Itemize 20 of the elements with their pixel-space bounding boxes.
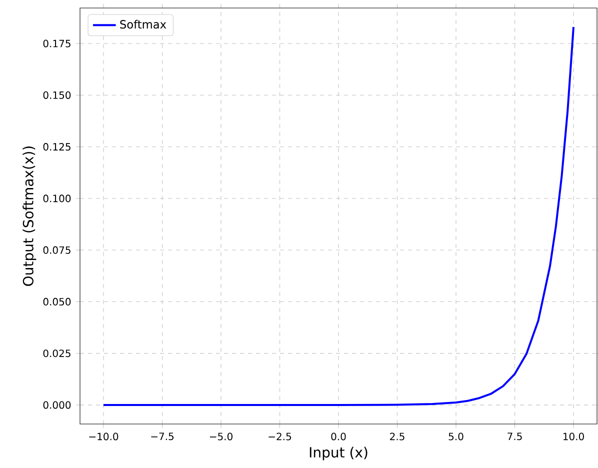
legend-label: Softmax [120,20,166,29]
x-axis-title: Input (x) [310,446,368,460]
x-tick-label: −5.0 [210,432,232,440]
x-tick-label: 7.5 [508,432,522,440]
y-tick-label: 0.125 [43,143,70,151]
y-tick-label: 0.100 [43,194,71,202]
x-tick-label: 10.0 [563,432,584,440]
y-tick-label: 0.050 [43,298,71,306]
x-tick-label: −2.5 [268,432,292,440]
x-tick-label: 0.0 [331,432,346,440]
y-axis-title: Output (Softmax(x)) [22,146,36,286]
y-tick-label: 0.025 [43,350,70,358]
y-tick-label: 0.075 [43,246,70,254]
x-tick-label: 2.5 [390,432,404,440]
y-tick-label: 0.150 [43,91,71,99]
x-tick-label: 5.0 [448,432,464,440]
x-tick-label: −10.0 [89,432,118,440]
y-tick-label: 0.175 [43,40,70,48]
x-tick-label: −7.5 [151,432,174,440]
y-tick-label: 0.000 [43,401,71,409]
